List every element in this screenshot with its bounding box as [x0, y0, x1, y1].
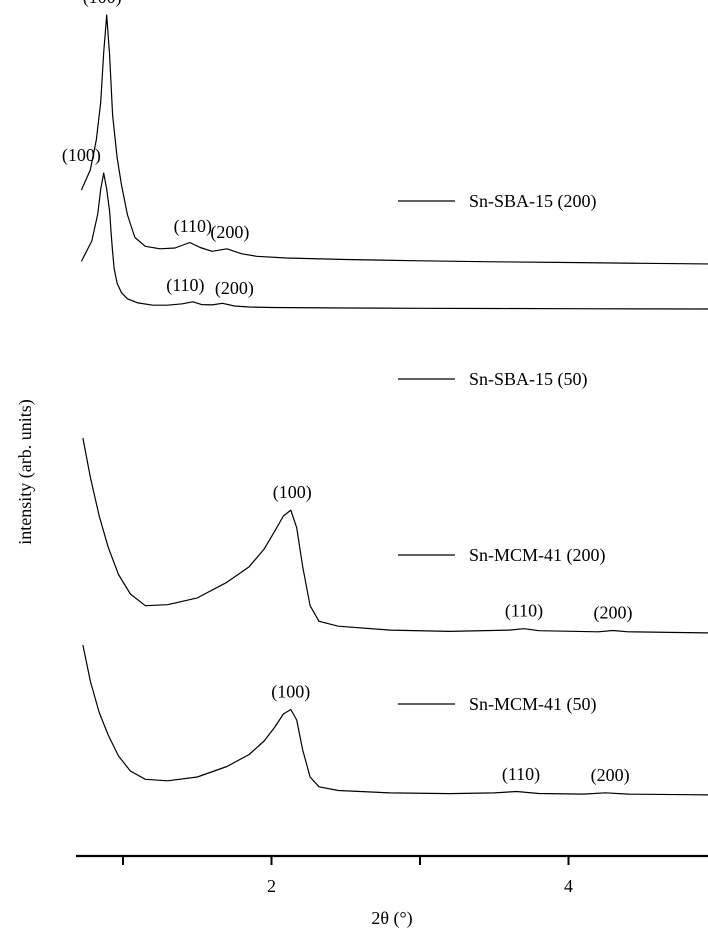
x-axis-title: 2θ (°) [371, 908, 412, 929]
peak-label-s4-2: (110) [502, 764, 540, 785]
series-line-4 [82, 644, 708, 796]
peak-labels-group: (100)(110)(200)(100)(110)(200)(100)(110)… [62, 0, 633, 786]
peak-label-s2-3: (200) [215, 278, 254, 299]
peak-label-s4-3: (200) [591, 765, 630, 786]
series-line-2 [80, 172, 708, 310]
x-tick-label-4: 4 [564, 876, 573, 896]
traces-group [80, 14, 708, 796]
y-axis-title: intensity (arb. units) [15, 399, 36, 544]
peak-label-s2-1: (100) [62, 145, 101, 166]
peak-label-s3-1: (100) [273, 482, 312, 503]
series-line-1 [80, 14, 708, 265]
peak-label-s3-2: (110) [505, 601, 543, 622]
legend-label-2: Sn-SBA-15 (50) [469, 369, 588, 390]
peak-label-s1-1: (100) [83, 0, 122, 8]
legend-label-3: Sn-MCM-41 (200) [469, 545, 606, 566]
series-line-3 [82, 437, 708, 634]
legend-group: Sn-SBA-15 (200) Sn-SBA-15 (50) Sn-MCM-41 (… [398, 191, 606, 715]
legend-label-4: Sn-MCM-41 (50) [469, 694, 597, 715]
peak-label-s2-2: (110) [166, 275, 204, 296]
peak-label-s1-3: (200) [210, 222, 249, 243]
x-ticks-group [122, 856, 570, 865]
peak-label-s4-1: (100) [271, 682, 310, 703]
x-tick-label-2: 2 [267, 876, 276, 896]
peak-label-s1-2: (110) [174, 216, 212, 237]
legend-label-1: Sn-SBA-15 (200) [469, 191, 597, 212]
peak-label-s3-3: (200) [594, 603, 633, 624]
